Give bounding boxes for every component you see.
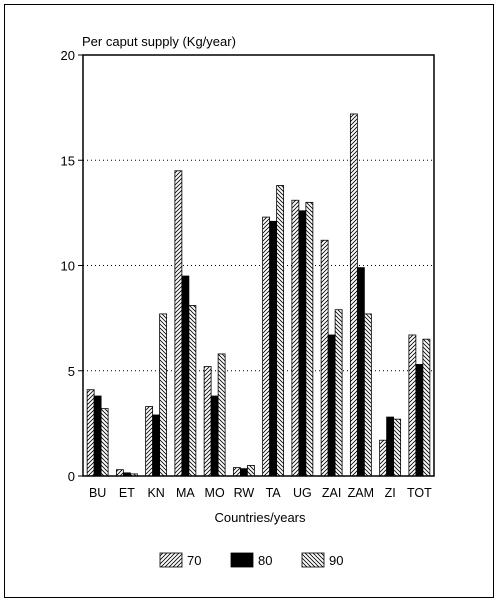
legend-swatch-70 [159,552,183,568]
bar-RW-90 [246,465,255,477]
y-tick-label-10: 10 [61,259,75,274]
bar-ZAM-90 [363,313,372,477]
x-tick-label-BU: BU [89,486,106,500]
bar-UG-90 [305,201,314,477]
bar-KN-70 [145,406,154,477]
legend-swatch-80 [230,552,254,568]
bar-BU-80 [93,395,102,477]
figure-frame [4,4,494,598]
bar-ZAI-70 [320,239,329,477]
bar-RW-80 [239,468,248,477]
bar-KN-80 [152,414,161,477]
bar-ZAM-70 [349,113,358,477]
x-tick-label-TOT: TOT [407,486,432,500]
bar-ZAM-80 [356,267,365,477]
legend-label-90: 90 [329,553,343,568]
bar-ZAI-80 [327,334,336,477]
x-tick-label-MA: MA [176,486,195,500]
bar-BU-70 [86,389,95,477]
x-tick-label-ZI: ZI [385,486,396,500]
x-tick-label-RW: RW [234,486,255,500]
x-tick-label-KN: KN [147,486,164,500]
x-tick-label-UG: UG [293,486,312,500]
bar-BU-90 [100,408,109,477]
bar-RW-70 [232,467,241,477]
legend-label-70: 70 [187,553,201,568]
x-tick-label-ET: ET [119,486,135,500]
gridlines [83,159,434,372]
bar-ZI-80 [386,416,395,477]
bar-ET-70 [115,469,124,477]
x-category-labels: BU ET KN MA MO RW TA UG ZAI ZAM ZI TOT [89,486,432,500]
bar-TOT-80 [415,364,424,477]
bar-ZI-70 [379,439,388,477]
bars [86,113,431,477]
y-axis-label: Per caput supply (Kg/year) [82,34,236,49]
bar-MA-80 [181,275,190,477]
y-tick-label-20: 20 [61,48,75,63]
x-tick-label-TA: TA [266,486,282,500]
x-tick-label-MO: MO [205,486,225,500]
legend-label-80: 80 [258,553,272,568]
bar-ZAI-90 [334,309,343,477]
bar-TA-70 [262,216,271,477]
bar-MO-80 [210,395,219,477]
y-tick-label-0: 0 [68,469,75,484]
plot-area [82,54,435,477]
bar-TOT-70 [408,334,417,477]
x-tick-label-ZAM: ZAM [348,486,374,500]
bar-TOT-90 [422,338,431,477]
legend-swatch-90 [301,552,325,568]
y-tick-label-15: 15 [61,153,75,168]
bar-TA-80 [269,220,278,477]
bar-ZI-90 [393,418,402,477]
y-ticks: 0 5 10 15 20 [61,48,83,484]
bar-UG-80 [298,210,307,477]
bar-MO-90 [217,353,226,477]
bar-UG-70 [291,199,300,477]
bar-MA-70 [174,170,183,477]
y-tick-label-5: 5 [68,364,75,379]
bar-MO-70 [203,366,212,477]
x-axis-label: Countries/years [214,510,306,525]
bar-MA-90 [188,305,197,477]
x-tick-label-ZAI: ZAI [322,486,341,500]
bar-TA-90 [276,185,285,477]
bar-KN-90 [159,313,168,477]
legend: 70 80 90 [159,552,343,568]
